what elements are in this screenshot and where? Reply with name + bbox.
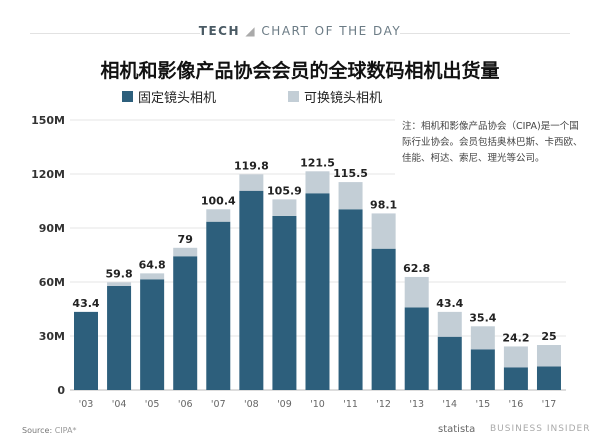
data-label: 98.1 bbox=[370, 198, 397, 211]
bar-interchangeable-lens bbox=[206, 209, 231, 222]
bar-interchangeable-lens bbox=[404, 276, 429, 308]
bar-interchangeable-lens bbox=[437, 311, 462, 337]
legend-item-fixed: 固定镜头相机 bbox=[122, 87, 216, 106]
legend-swatch bbox=[288, 91, 299, 102]
bar-fixed-lens bbox=[437, 336, 462, 390]
bar-fixed-lens bbox=[371, 248, 396, 390]
data-label: 24.2 bbox=[502, 331, 529, 344]
x-tick-label: '07 bbox=[211, 399, 226, 410]
x-tick-label: '14 bbox=[442, 399, 457, 410]
bar-fixed-lens bbox=[173, 256, 198, 390]
header-section: TECH bbox=[198, 24, 241, 38]
header-rule-left bbox=[30, 33, 200, 34]
x-tick-label: '12 bbox=[376, 399, 391, 410]
bar-fixed-lens bbox=[305, 193, 330, 390]
data-label: 35.4 bbox=[469, 311, 496, 324]
x-tick-label: '11 bbox=[343, 399, 358, 410]
y-tick-label: 60M bbox=[39, 276, 65, 289]
bar-fixed-lens bbox=[404, 307, 429, 390]
source-value: CIPA* bbox=[54, 426, 77, 435]
legend-swatch bbox=[122, 91, 133, 102]
bar-fixed-lens bbox=[503, 367, 528, 390]
chart-note: 注：相机和影像产品协会（CIPA)是一个国际行业协会。会员包括奥林巴斯、卡西欧、… bbox=[402, 121, 583, 164]
x-tick-label: '04 bbox=[112, 399, 127, 410]
bar-interchangeable-lens bbox=[140, 273, 165, 280]
data-label: 100.4 bbox=[201, 194, 236, 207]
bar-interchangeable-lens bbox=[536, 345, 561, 367]
bar-fixed-lens bbox=[107, 285, 132, 390]
bar-fixed-lens bbox=[239, 190, 264, 390]
bar-interchangeable-lens bbox=[239, 174, 264, 191]
y-tick-label: 90M bbox=[39, 222, 65, 235]
chart-title: 相机和影像产品协会会员的全球数码相机出货量 bbox=[100, 60, 500, 82]
x-tick-label: '03 bbox=[79, 399, 94, 410]
header-mark-icon: ◢ bbox=[245, 24, 257, 38]
bar-interchangeable-lens bbox=[272, 199, 297, 216]
publisher-logo: BUSINESS INSIDER bbox=[490, 424, 591, 434]
data-label: 79 bbox=[178, 233, 193, 246]
x-tick-label: '06 bbox=[178, 399, 193, 410]
data-label: 64.8 bbox=[139, 258, 166, 271]
data-label: 115.5 bbox=[333, 167, 368, 180]
y-tick-label: 120M bbox=[31, 168, 65, 181]
data-label: 121.5 bbox=[300, 156, 335, 169]
data-label: 119.8 bbox=[234, 159, 269, 172]
bar-fixed-lens bbox=[74, 311, 98, 390]
statista-logo: statista bbox=[438, 424, 476, 435]
x-tick-label: '15 bbox=[475, 399, 490, 410]
legend-label: 可换镜头相机 bbox=[304, 91, 383, 106]
bar-interchangeable-lens bbox=[503, 346, 528, 368]
data-label: 43.4 bbox=[72, 297, 99, 310]
x-tick-label: '13 bbox=[409, 399, 424, 410]
legend-item-interchangeable: 可换镜头相机 bbox=[288, 87, 382, 106]
data-label: 59.8 bbox=[105, 267, 132, 280]
bar-fixed-lens bbox=[272, 215, 297, 390]
bar-interchangeable-lens bbox=[107, 282, 132, 286]
bar-fixed-lens bbox=[338, 209, 363, 390]
bar-fixed-lens bbox=[470, 349, 495, 390]
bar-interchangeable-lens bbox=[173, 247, 198, 257]
bar-interchangeable-lens bbox=[305, 171, 330, 194]
data-label: 43.4 bbox=[436, 297, 463, 310]
header-label: CHART OF THE DAY bbox=[261, 24, 402, 38]
bar-interchangeable-lens bbox=[371, 213, 396, 249]
x-tick-label: '09 bbox=[277, 399, 292, 410]
x-tick-label: '05 bbox=[145, 399, 160, 410]
data-label: 25 bbox=[541, 330, 556, 343]
x-tick-label: '10 bbox=[310, 399, 325, 410]
bar-fixed-lens bbox=[536, 366, 561, 390]
y-tick-label: 30M bbox=[39, 330, 65, 343]
source-label: Source: bbox=[22, 426, 53, 435]
bar-interchangeable-lens bbox=[338, 182, 363, 210]
data-label: 62.8 bbox=[403, 262, 430, 275]
bar-fixed-lens bbox=[206, 221, 231, 390]
legend-label: 固定镜头相机 bbox=[138, 91, 217, 106]
data-label: 105.9 bbox=[267, 184, 302, 197]
y-tick-label: 150M bbox=[31, 114, 65, 127]
header-rule-right bbox=[400, 33, 570, 34]
source: Source: CIPA* bbox=[22, 426, 76, 435]
bar-fixed-lens bbox=[140, 279, 165, 390]
bar-interchangeable-lens bbox=[470, 326, 495, 350]
y-tick-label: 0 bbox=[57, 384, 65, 397]
x-tick-label: '17 bbox=[542, 399, 557, 410]
x-tick-label: '16 bbox=[509, 399, 524, 410]
chart-header: TECH ◢ CHART OF THE DAY bbox=[0, 24, 600, 38]
x-tick-label: '08 bbox=[244, 399, 259, 410]
